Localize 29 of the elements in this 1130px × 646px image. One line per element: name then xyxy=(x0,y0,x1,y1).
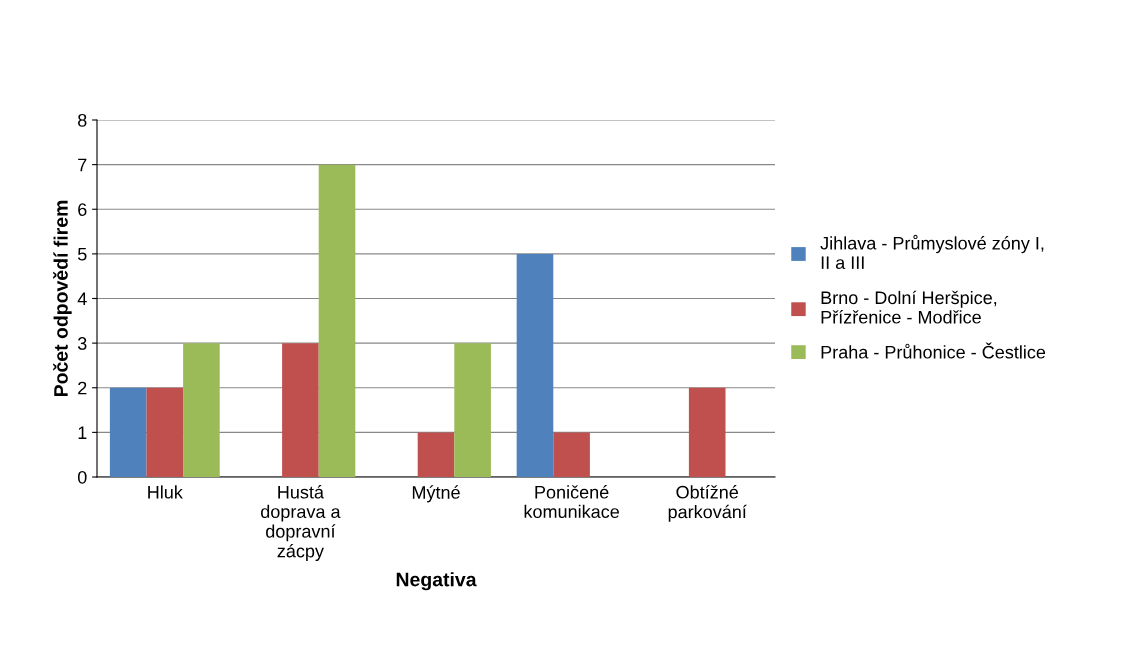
y-axis-title: Počet odpovědí firem xyxy=(53,200,72,397)
bar xyxy=(282,343,319,477)
x-tick-label: Poničené komunikace xyxy=(524,485,619,519)
y-tick-label: 7 xyxy=(78,158,87,172)
x-tick-label: Obtížné parkování xyxy=(668,485,747,522)
bar xyxy=(417,432,455,477)
legend-label: Jihlava - Průmyslové zóny I, II a III xyxy=(820,234,1044,270)
bar xyxy=(318,164,356,477)
bar xyxy=(688,387,726,477)
y-tick-label: 0 xyxy=(77,470,87,484)
bar xyxy=(146,387,184,477)
y-tick-label: 5 xyxy=(77,248,87,261)
x-tick-label: Mýtné xyxy=(412,485,460,503)
y-tick-label: 8 xyxy=(78,113,87,127)
y-tick-label: 3 xyxy=(77,337,87,350)
y-tick-label: 6 xyxy=(78,203,87,216)
bar xyxy=(553,432,590,477)
y-tick-label: 4 xyxy=(77,292,87,306)
bar xyxy=(109,387,147,477)
legend-label: Praha - Průhonice - Čestlice xyxy=(821,342,1046,359)
bar xyxy=(454,343,491,477)
y-tick-label: 2 xyxy=(78,381,87,395)
bar xyxy=(183,343,220,477)
x-tick-label: Hluk xyxy=(148,485,183,499)
bar xyxy=(516,253,554,477)
y-tick-label: 1 xyxy=(78,426,87,439)
legend-label: Brno - Dolní Heršpice, Přízřenice - Modřice xyxy=(821,290,997,324)
x-axis-title: Negativa xyxy=(396,572,477,591)
x-tick-label: Hustá doprava a dopravní zácpy xyxy=(261,485,341,562)
